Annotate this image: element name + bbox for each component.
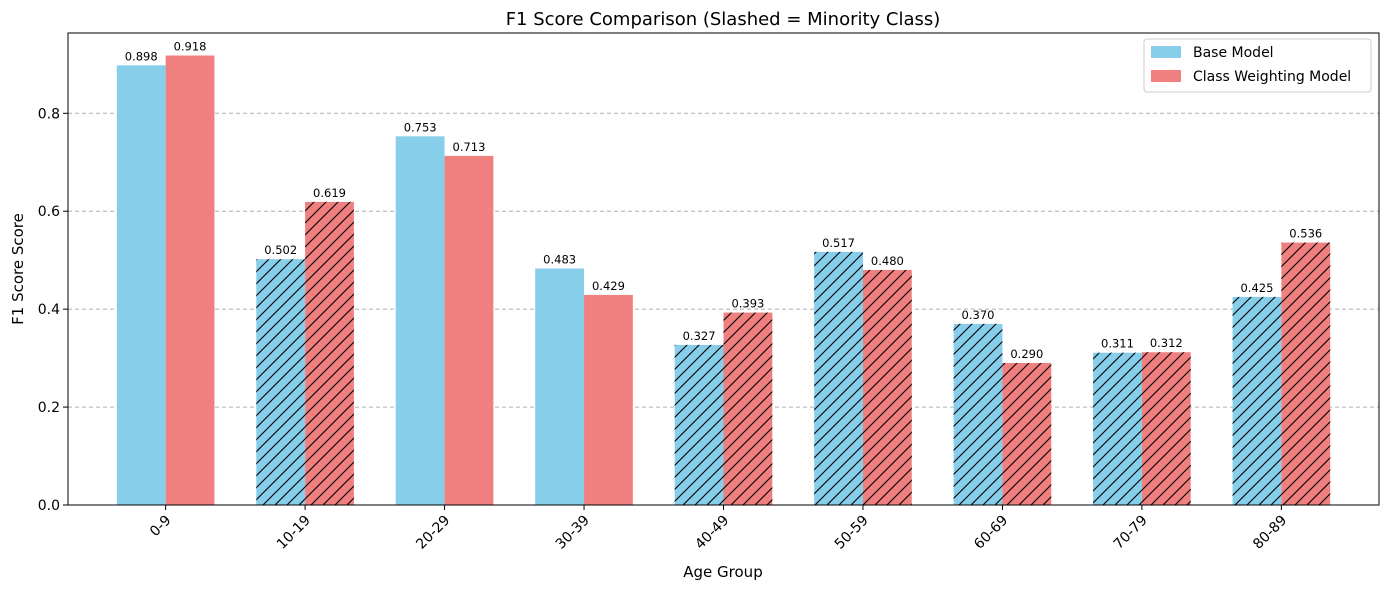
x-tick-label: 20-29 [413, 513, 453, 553]
legend: Base Model Class Weighting Model [1143, 38, 1372, 93]
data-label-class-weighting-model-50-59: 0.480 [871, 254, 904, 268]
bar-hatch-base-model-70-79 [1093, 352, 1142, 505]
y-tick-label: 0.4 [38, 302, 60, 318]
legend-swatch-class-weighting-model [1151, 70, 1181, 82]
y-axis-label: F1 Score Score [9, 213, 27, 325]
data-label-base-model-20-29: 0.753 [404, 120, 437, 134]
x-tick-label: 10-19 [274, 513, 314, 553]
data-label-class-weighting-model-0-9: 0.918 [174, 40, 207, 54]
legend-swatch-base-model [1151, 46, 1181, 58]
legend-label-base-model: Base Model [1193, 45, 1274, 61]
data-label-base-model-80-89: 0.425 [1240, 281, 1273, 295]
bar-class-weighting-model-0-9 [165, 55, 215, 505]
bar-hatch-base-model-50-59 [814, 251, 863, 505]
bar-hatch-class-weighting-model-70-79 [1141, 352, 1191, 505]
data-label-class-weighting-model-60-69: 0.290 [1010, 347, 1043, 361]
data-label-base-model-10-19: 0.502 [264, 243, 297, 257]
x-axis: 0-9 10-19 20-29 30-39 40-49 50-59 60-69 70-79 80… [147, 505, 1290, 553]
bars [116, 55, 1331, 506]
data-label-base-model-0-9: 0.898 [125, 49, 158, 63]
data-label-class-weighting-model-30-39: 0.429 [592, 279, 625, 293]
data-label-class-weighting-model-20-29: 0.713 [453, 140, 486, 154]
x-tick-label: 60-69 [971, 513, 1011, 553]
x-tick-label: 70-79 [1111, 513, 1151, 553]
y-tick-label: 0.6 [38, 204, 60, 220]
chart-title: F1 Score Comparison (Slashed = Minority … [506, 9, 941, 30]
data-label-base-model-40-49: 0.327 [683, 329, 716, 343]
bar-hatch-base-model-10-19 [256, 259, 306, 505]
bar-hatch-base-model-80-89 [1232, 296, 1282, 505]
data-label-base-model-60-69: 0.370 [962, 308, 995, 322]
x-tick-label: 30-39 [553, 513, 593, 553]
y-axis: 0.0 0.2 0.4 0.6 0.8 [38, 106, 68, 514]
bar-hatch-base-model-60-69 [953, 323, 1003, 505]
bar-hatch-class-weighting-model-60-69 [1002, 363, 1052, 505]
x-tick-label: 80-89 [1250, 513, 1290, 553]
data-labels: 0.898 0.918 0.502 0.619 0.753 0.713 0.483 0.429… [125, 40, 1322, 361]
data-label-class-weighting-model-10-19: 0.619 [313, 186, 346, 200]
data-label-class-weighting-model-70-79: 0.312 [1150, 336, 1183, 350]
bar-hatch-base-model-40-49 [674, 344, 724, 505]
bar-base-model-20-29 [395, 136, 445, 505]
x-tick-label: 0-9 [147, 513, 174, 540]
legend-label-class-weighting-model: Class Weighting Model [1193, 69, 1351, 85]
y-tick-label: 0.2 [38, 400, 60, 416]
bar-class-weighting-model-20-29 [444, 155, 494, 505]
data-label-base-model-30-39: 0.483 [543, 253, 576, 267]
x-tick-label: 50-59 [832, 513, 872, 553]
bar-hatch-class-weighting-model-40-49 [723, 312, 773, 505]
data-label-base-model-50-59: 0.517 [822, 236, 855, 250]
x-tick-label: 40-49 [692, 513, 732, 553]
bar-base-model-0-9 [116, 65, 166, 505]
bar-hatch-class-weighting-model-50-59 [862, 269, 912, 505]
data-label-base-model-70-79: 0.311 [1101, 337, 1134, 351]
y-tick-label: 0.8 [38, 106, 60, 122]
y-tick-label: 0.0 [38, 498, 60, 514]
data-label-class-weighting-model-80-89: 0.536 [1289, 227, 1322, 241]
x-axis-label: Age Group [683, 563, 762, 581]
bar-hatch-class-weighting-model-80-89 [1281, 242, 1331, 505]
legend-frame [1143, 38, 1372, 93]
data-label-class-weighting-model-40-49: 0.393 [731, 297, 764, 311]
bar-class-weighting-model-30-39 [584, 294, 633, 505]
bar-hatch-class-weighting-model-10-19 [305, 201, 354, 506]
bar-base-model-30-39 [535, 268, 585, 505]
